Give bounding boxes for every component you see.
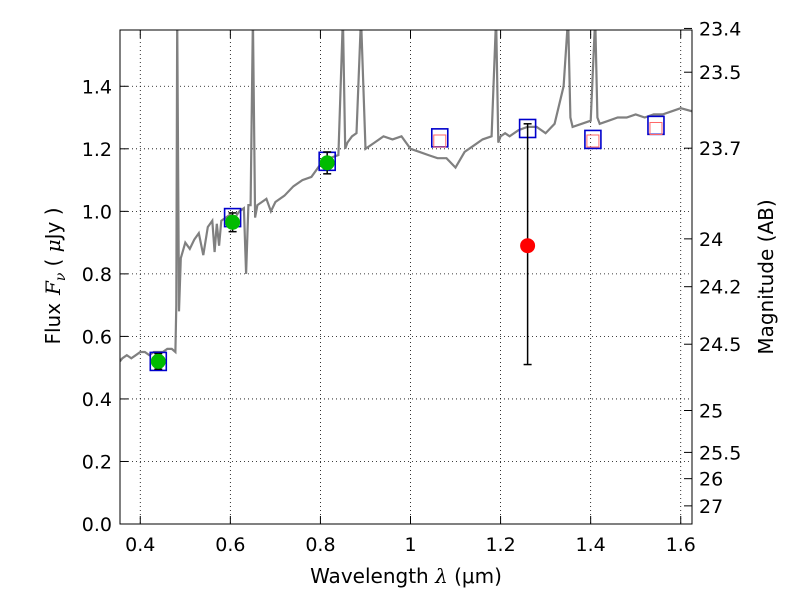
predicted-band-box	[649, 121, 663, 135]
y2-tick-label: 23.5	[699, 62, 741, 84]
x-tick-label: 1.4	[576, 534, 606, 556]
observed-point	[225, 214, 241, 230]
photometry-marks	[149, 115, 665, 372]
x-tick-label: 1	[404, 534, 416, 556]
y2-tick-label: 25.5	[699, 442, 741, 464]
y-tick-label: 0.4	[82, 389, 112, 411]
x-tick-label: 0.8	[305, 534, 335, 556]
y2-tick-label: 24.5	[699, 334, 741, 356]
y-tick-label: 0.2	[82, 451, 112, 473]
y-tick-label: 1.2	[82, 139, 112, 161]
spectrum-line	[120, 30, 692, 363]
y2-tick-label: 27	[699, 496, 723, 518]
y2-axis: 23.4 23.5 23.7 24 24.2 24.5 25 25.5 26 27	[684, 18, 741, 518]
nondetection-point	[520, 238, 536, 254]
x-tick-label: 0.6	[215, 534, 245, 556]
y2-axis-label: Magnitude (AB)	[754, 199, 778, 354]
y-axis-label: FluxFν( μJy )	[41, 207, 69, 344]
y2-tick-label: 23.7	[699, 138, 741, 160]
plot-area-background	[120, 30, 692, 524]
plot-frame	[119, 29, 693, 525]
y2-tick-label: 24.2	[699, 277, 741, 299]
model-band-box	[584, 129, 602, 150]
x-tick-label: 0.4	[125, 534, 155, 556]
x-tick-label: 1.2	[485, 534, 515, 556]
y-tick-label: 0.8	[82, 264, 112, 286]
y-tick-label: 1.4	[82, 76, 112, 98]
y2-tick-label: 26	[699, 469, 723, 491]
observed-point	[150, 353, 166, 369]
y2-tick-label: 24	[699, 229, 723, 251]
predicted-band-box	[586, 134, 600, 148]
y-axis: 0.0 0.2 0.4 0.6 0.8 1.0 1.2 1.4	[82, 76, 128, 536]
observed-point	[319, 155, 335, 171]
x-axis-label: Wavelength λ (μm)	[310, 564, 502, 588]
model-band-box	[149, 351, 168, 372]
y2-tick-label: 23.4	[699, 18, 741, 40]
y-tick-label: 0.6	[82, 326, 112, 348]
y-tick-label: 0.0	[82, 514, 112, 536]
predicted-band-box	[433, 134, 447, 148]
x-axis: 0.4 0.6 0.8 1 1.2 1.4 1.6	[125, 30, 696, 556]
y-tick-label: 1.0	[82, 201, 112, 223]
y2-tick-label: 25	[699, 401, 723, 423]
x-tick-label: 1.6	[666, 534, 696, 556]
